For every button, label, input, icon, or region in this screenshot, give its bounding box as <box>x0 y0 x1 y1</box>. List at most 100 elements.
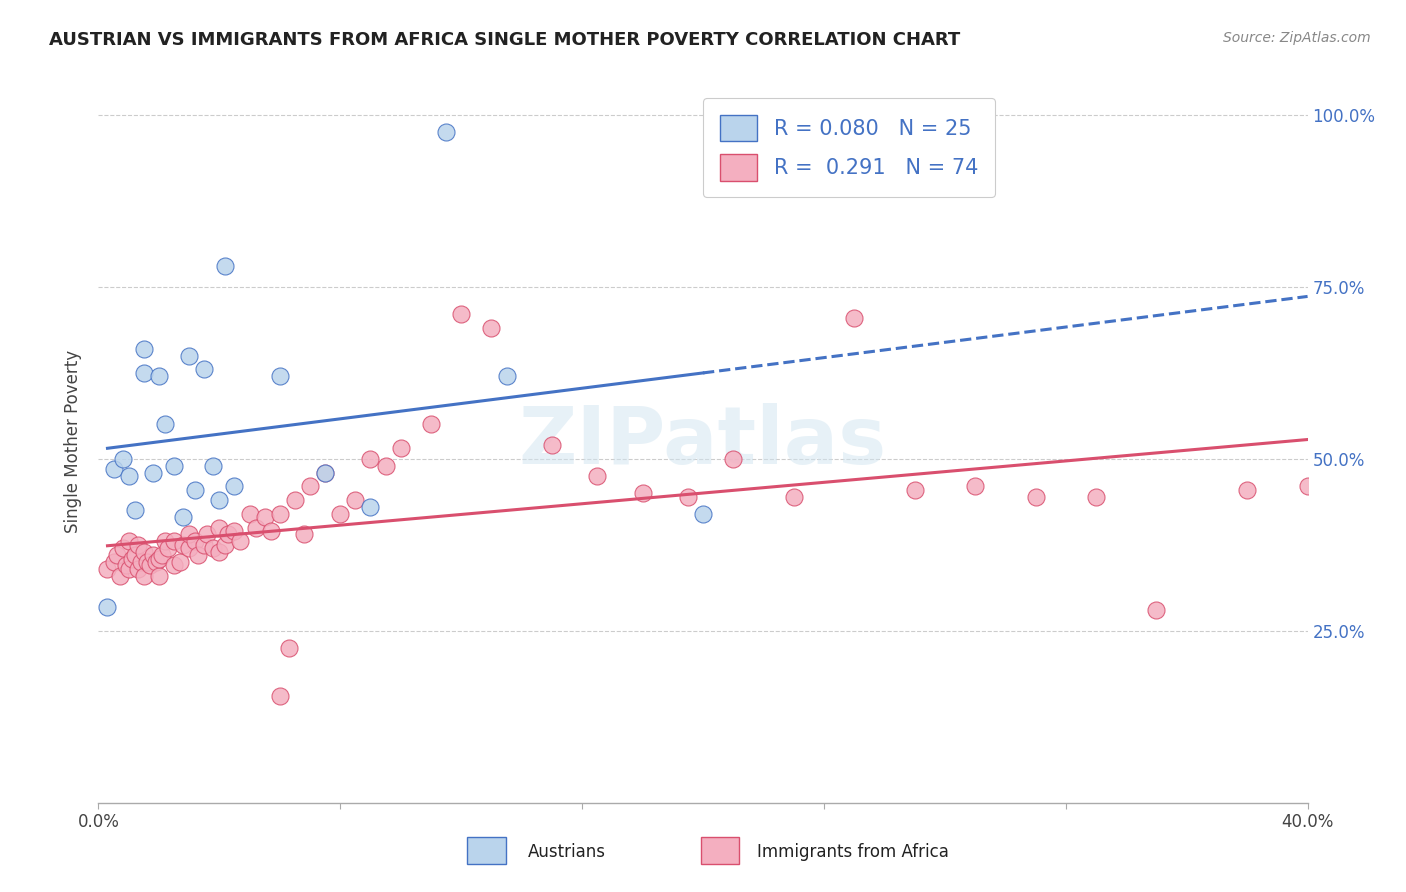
Point <box>314 466 336 480</box>
Point <box>284 493 307 508</box>
Point <box>1144 603 1167 617</box>
Point <box>1085 490 1108 504</box>
Text: Immigrants from Africa: Immigrants from Africa <box>758 843 949 861</box>
Text: Source: ZipAtlas.com: Source: ZipAtlas.com <box>1223 31 1371 45</box>
Point <box>260 524 283 538</box>
Point <box>111 451 134 466</box>
Y-axis label: Single Mother Poverty: Single Mother Poverty <box>65 350 83 533</box>
Point <box>118 534 141 549</box>
Point <box>723 451 745 466</box>
Text: AUSTRIAN VS IMMIGRANTS FROM AFRICA SINGLE MOTHER POVERTY CORRELATION CHART: AUSTRIAN VS IMMIGRANTS FROM AFRICA SINGL… <box>49 31 960 49</box>
Point <box>495 369 517 384</box>
Point <box>783 490 806 504</box>
Point <box>129 555 152 569</box>
Point <box>124 503 146 517</box>
Point <box>148 551 170 566</box>
Point <box>179 541 201 556</box>
Point <box>135 555 157 569</box>
Point <box>124 548 146 562</box>
Point <box>277 640 299 655</box>
Point <box>229 534 252 549</box>
Point <box>127 538 149 552</box>
Point <box>202 541 225 556</box>
Point <box>299 479 322 493</box>
Point <box>179 527 201 541</box>
Point <box>374 458 396 473</box>
Point <box>163 558 186 573</box>
Point <box>153 534 176 549</box>
Point <box>224 524 246 538</box>
Point <box>344 493 367 508</box>
Point <box>132 568 155 582</box>
Point <box>184 534 207 549</box>
Point <box>420 417 443 432</box>
Point <box>1296 479 1319 493</box>
Point <box>142 466 165 480</box>
Point <box>1024 490 1046 504</box>
Point <box>118 562 141 576</box>
Point <box>481 321 503 335</box>
Point <box>111 541 134 556</box>
Point <box>329 507 352 521</box>
Point <box>148 568 170 582</box>
Point <box>150 548 173 562</box>
Point <box>389 442 412 456</box>
Point <box>148 369 170 384</box>
Point <box>269 369 291 384</box>
Point <box>193 538 215 552</box>
Point <box>540 438 562 452</box>
Point <box>172 538 194 552</box>
Point <box>195 527 218 541</box>
Point <box>1236 483 1258 497</box>
Point <box>132 366 155 380</box>
Point <box>586 469 609 483</box>
Point <box>434 125 457 139</box>
Point <box>118 469 141 483</box>
Point <box>692 507 714 521</box>
Point <box>269 689 291 703</box>
Point <box>169 555 191 569</box>
Point <box>108 568 131 582</box>
Point <box>904 483 927 497</box>
Point <box>631 486 654 500</box>
Point <box>172 510 194 524</box>
Point <box>450 307 472 321</box>
Point <box>187 548 209 562</box>
Point <box>103 462 125 476</box>
Point <box>96 562 118 576</box>
Point <box>202 458 225 473</box>
Point <box>132 342 155 356</box>
Point <box>208 544 231 558</box>
Point <box>179 349 201 363</box>
Point <box>145 555 167 569</box>
FancyBboxPatch shape <box>700 837 740 864</box>
Text: Austrians: Austrians <box>527 843 606 861</box>
Point <box>965 479 987 493</box>
Text: ZIPatlas: ZIPatlas <box>519 402 887 481</box>
Point <box>156 541 179 556</box>
Legend: R = 0.080   N = 25, R =  0.291   N = 74: R = 0.080 N = 25, R = 0.291 N = 74 <box>703 98 995 197</box>
Point <box>132 544 155 558</box>
Point <box>253 510 276 524</box>
Point <box>245 520 267 534</box>
Point <box>292 527 315 541</box>
Point <box>153 417 176 432</box>
Point <box>184 483 207 497</box>
Point <box>214 259 236 273</box>
Point <box>139 558 162 573</box>
Point <box>844 310 866 325</box>
Point <box>224 479 246 493</box>
Point <box>193 362 215 376</box>
Point <box>208 520 231 534</box>
Point <box>103 555 125 569</box>
Point <box>239 507 262 521</box>
Point <box>163 534 186 549</box>
Point <box>360 500 382 514</box>
Point <box>269 507 291 521</box>
Point <box>96 599 118 614</box>
Point <box>163 458 186 473</box>
Point <box>676 490 699 504</box>
Point <box>314 466 336 480</box>
Point <box>208 493 231 508</box>
Point <box>114 558 136 573</box>
